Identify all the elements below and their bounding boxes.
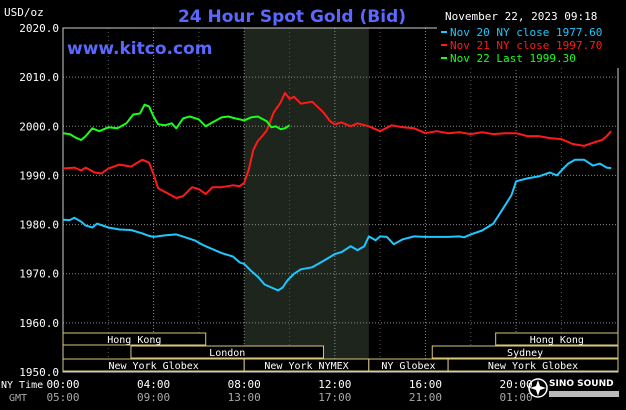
gmt-tick: 17:00 <box>318 391 351 404</box>
gmt-tick: 05:00 <box>46 391 79 404</box>
logo-script-icon <box>549 391 619 397</box>
y-tick-label: 1960.0 <box>19 317 59 330</box>
session-sydney: Sydney <box>431 345 619 359</box>
y-tick-label: 1970.0 <box>19 268 59 281</box>
session-label: New York Globex <box>108 361 198 372</box>
ny-time-tick: 08:00 <box>228 378 261 391</box>
plot-border <box>62 27 619 373</box>
series-line-2 <box>62 91 612 199</box>
y-tick-label: 2010.0 <box>19 71 59 84</box>
gmt-tick: 13:00 <box>228 391 261 404</box>
ny-time-label: NY Time <box>1 380 43 391</box>
y-tick-label: 1990.0 <box>19 169 59 182</box>
ny-time-tick: 12:00 <box>318 378 351 391</box>
market-sessions: Hong Kong Hong Kong London Sydney New York G… <box>62 332 619 372</box>
logo-text: SINO SOUND <box>549 379 614 389</box>
session-new-york-nymex: New York NYMEX <box>243 358 370 372</box>
chart-timestamp: November 22, 2023 09:18 <box>445 10 597 23</box>
session-label: New York Globex <box>488 361 578 372</box>
legend-entry: Nov 20 NY close 1977.60 <box>450 26 602 39</box>
price-series <box>62 91 612 292</box>
ny-time-tick: 04:00 <box>137 378 170 391</box>
nymex-session-highlight <box>244 28 369 372</box>
y-axis-unit: USD/oz <box>4 6 44 19</box>
gmt-label: GMT <box>9 393 27 404</box>
session-new-york-globex: New York Globex <box>62 358 245 372</box>
legend-box <box>437 25 622 68</box>
y-tick-label: 1980.0 <box>19 219 59 232</box>
y-tick-label: 1950.0 <box>19 366 59 379</box>
session-ny-globex: NY Globex <box>368 358 449 372</box>
session-new-york-globex: New York Globex <box>447 358 619 372</box>
series-line-3 <box>62 103 291 141</box>
ny-time-tick: 16:00 <box>409 378 442 391</box>
session-label: NY Globex <box>381 361 435 372</box>
gmt-tick: 21:00 <box>409 391 442 404</box>
session-label: London <box>209 348 245 359</box>
session-hong-kong: Hong Kong <box>495 332 619 346</box>
sino-sound-logo: SINO SOUND <box>528 378 619 398</box>
session-label: New York NYMEX <box>264 361 348 372</box>
kitco-watermark: www.kitco.com <box>67 39 212 59</box>
legend-entry: Nov 22 Last 1999.30 <box>450 52 576 65</box>
chart-title: 24 Hour Spot Gold (Bid) <box>178 7 406 27</box>
series-line-1 <box>62 158 612 292</box>
y-axis-ticks: 2020.0 2010.0 2000.0 1990.0 1980.0 1970.0 1960… <box>19 22 59 379</box>
session-label: Sydney <box>507 348 543 359</box>
session-london: London <box>130 345 325 359</box>
ny-time-tick: 00:00 <box>46 378 79 391</box>
gmt-tick: 09:00 <box>137 391 170 404</box>
session-label: Hong Kong <box>530 335 584 346</box>
y-tick-label: 2020.0 <box>19 22 59 35</box>
session-hong-kong: Hong Kong <box>62 332 207 346</box>
y-tick-label: 2000.0 <box>19 120 59 133</box>
legend-entry: Nov 21 NY close 1997.70 <box>450 39 602 52</box>
logo-emblem-icon <box>528 378 548 398</box>
logo-burst-icon <box>530 380 546 396</box>
session-label: Hong Kong <box>107 335 161 346</box>
ny-time-tick: 20:00 <box>499 378 532 391</box>
gmt-tick: 01:00 <box>499 391 532 404</box>
